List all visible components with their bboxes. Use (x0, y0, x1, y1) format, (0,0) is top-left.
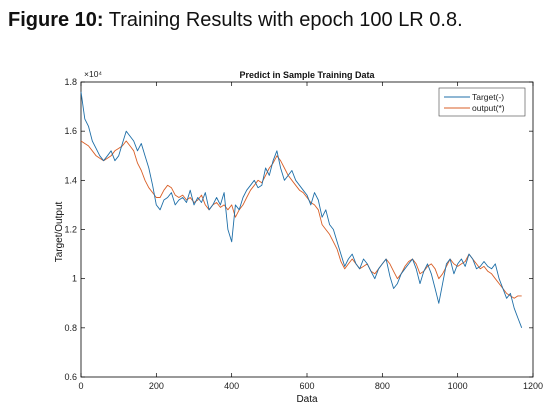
plot-border (80, 81, 534, 378)
x-tick-label: 1000 (448, 381, 468, 391)
chart-title: Predict in Sample Training Data (239, 70, 375, 80)
plot-area (80, 81, 534, 378)
x-tick-label: 1200 (523, 381, 543, 391)
legend: Target(-)output(*) (438, 87, 526, 117)
y-tick-label: 1.2 (64, 225, 77, 235)
x-tick-label: 200 (149, 381, 164, 391)
x-tick-label: 0 (78, 381, 83, 391)
y-tick-label: 1.4 (64, 175, 77, 185)
legend-entry-label: Target(-) (472, 92, 504, 102)
x-tick-label: 600 (299, 381, 314, 391)
legend-entry-label: output(*) (472, 103, 505, 113)
y-tick-label: 0.8 (64, 323, 77, 333)
figure-caption-label: Figure 10: (8, 9, 104, 31)
y-axis: 0.6 0.8 1 1.2 1.4 1.6 1.8 (64, 77, 533, 382)
figure-caption-text: Training Results with epoch 100 LR 0.8. (103, 9, 463, 31)
figure-caption: Figure 10: Training Results with epoch 1… (8, 9, 463, 32)
series-line-output (80, 140, 522, 299)
series-lines (80, 91, 523, 328)
y-axis-label: Target/Output (54, 201, 65, 262)
y-axis-exponent-label: ×10⁴ (84, 69, 102, 79)
y-tick-label: 1 (72, 274, 77, 284)
y-tick-label: 0.6 (64, 372, 77, 382)
legend-box (438, 87, 526, 117)
y-tick-label: 1.6 (64, 126, 77, 136)
x-tick-label: 800 (375, 381, 390, 391)
y-tick-label: 1.8 (64, 77, 77, 87)
x-tick-label: 400 (224, 381, 239, 391)
x-axis: 0 200 400 600 800 1000 1200 (78, 82, 543, 391)
x-axis-label: Data (296, 394, 318, 405)
series-line-target (80, 91, 523, 328)
